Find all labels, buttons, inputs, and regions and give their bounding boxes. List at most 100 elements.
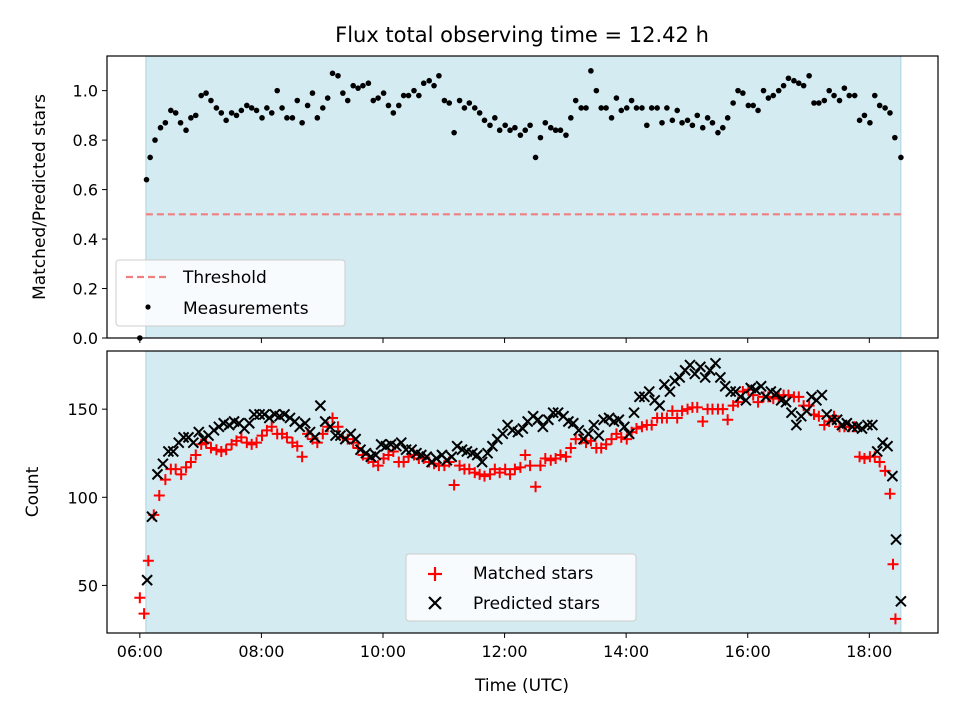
measurement-point [162,119,169,126]
matched-star-marker [661,412,673,424]
measurement-point [613,95,620,101]
measurement-point [395,102,402,109]
measurement-point [340,90,346,96]
matched-star-marker [524,460,536,472]
measurement-point [639,105,645,111]
predicted-star-marker [329,429,342,442]
y-tick-label: 150 [67,400,98,419]
measurement-point [264,105,270,111]
predicted-star-marker [689,368,701,380]
predicted-star-marker [146,510,158,523]
measurement-point [192,112,199,119]
predicted-star-marker [664,385,676,398]
measurement-point [644,122,650,129]
matched-star-marker [175,468,187,480]
measurement-point [223,117,229,124]
matched-star-marker [170,463,182,475]
chart-title: Flux total observing time = 12.42 h [335,23,709,47]
y-tick-label: 0.4 [73,230,98,249]
matched-star-marker [539,453,551,465]
predicted-star-marker [151,468,164,481]
matched-star-marker [180,461,192,473]
measurement-point [168,107,174,114]
y-tick-label: 0.0 [73,329,98,348]
measurement-point [208,97,214,104]
measurement-point [496,127,503,134]
measurement-point [882,105,888,111]
matched-star-marker [256,430,268,442]
predicted-star-marker [471,449,483,461]
matched-star-marker [291,440,303,452]
measurement-point [198,92,205,99]
measurement-point [487,122,493,129]
x-tick-label: 14:00 [603,642,649,661]
predicted-star-marker [552,406,564,419]
predicted-star-marker [395,436,407,449]
predicted-star-marker [886,470,899,482]
x-tick-label: 08:00 [238,642,284,661]
measurement-point [770,92,777,99]
matched-star-marker [682,403,694,415]
predicted-star-marker [755,380,767,392]
measurement-point [806,72,812,79]
matched-star-marker [813,410,825,422]
measurement-point [694,112,701,119]
measurement-point [314,115,321,121]
measurement-point [679,119,685,126]
measurement-point [720,124,726,131]
matched-star-marker [190,449,202,461]
measurement-point [704,115,711,121]
measurement-point [360,82,366,89]
matched-star-marker [210,444,222,456]
x-tick-label: 12:00 [482,642,528,661]
measurement-point [740,90,746,96]
matched-star-marker [565,442,577,454]
predicted-star-marker [537,421,549,433]
measurement-point [188,115,194,121]
measurement-point [735,87,741,94]
measurement-point [892,134,898,141]
measurement-point [284,115,290,121]
matched-star-marker [499,463,511,475]
matched-star-marker [185,456,197,468]
matched-star-marker [235,431,247,443]
matched-star-marker [697,416,709,427]
measurement-point [608,115,615,121]
predicted-star-marker [588,419,600,431]
predicted-star-marker [673,371,686,384]
measurement-point [867,119,873,126]
measurement-point [689,122,696,129]
top-panel: 0.0 0.2 0.4 0.6 0.8 1.0 Matched/Predicted sta… [30,55,939,348]
predicted-star-marker [740,394,752,407]
measurement-point [527,122,533,129]
measurement-point [253,107,260,114]
predicted-star-marker [724,385,737,398]
matched-star-marker [474,468,486,480]
predicted-star-marker [846,421,858,433]
measurement-point [274,87,281,94]
y-tick-label: 100 [67,488,98,507]
matched-star-marker [854,451,866,463]
bottom-legend-box [405,553,637,622]
measurement-point [502,122,508,129]
x-tick-label: 06:00 [117,642,163,661]
measurement-point [385,102,392,109]
measurement-point [228,110,235,116]
predicted-star-marker [430,452,443,465]
measurement-point [203,90,209,96]
matched-star-marker [545,454,557,466]
predicted-star-marker [542,414,555,426]
matched-star-marker [722,414,734,426]
matched-star-marker [479,470,491,482]
x-tick-label: 16:00 [725,642,771,661]
predicted-star-marker [800,405,813,417]
measurement-point [568,115,574,121]
measurement-point [547,124,554,131]
measurement-point [431,82,437,89]
matched-star-marker [606,433,618,445]
measurements-legend-swatch [145,304,151,310]
predicted-star-marker [628,406,640,419]
measurement-point [588,68,594,74]
predicted-star-marker [476,456,488,468]
measurement-point [350,82,356,89]
